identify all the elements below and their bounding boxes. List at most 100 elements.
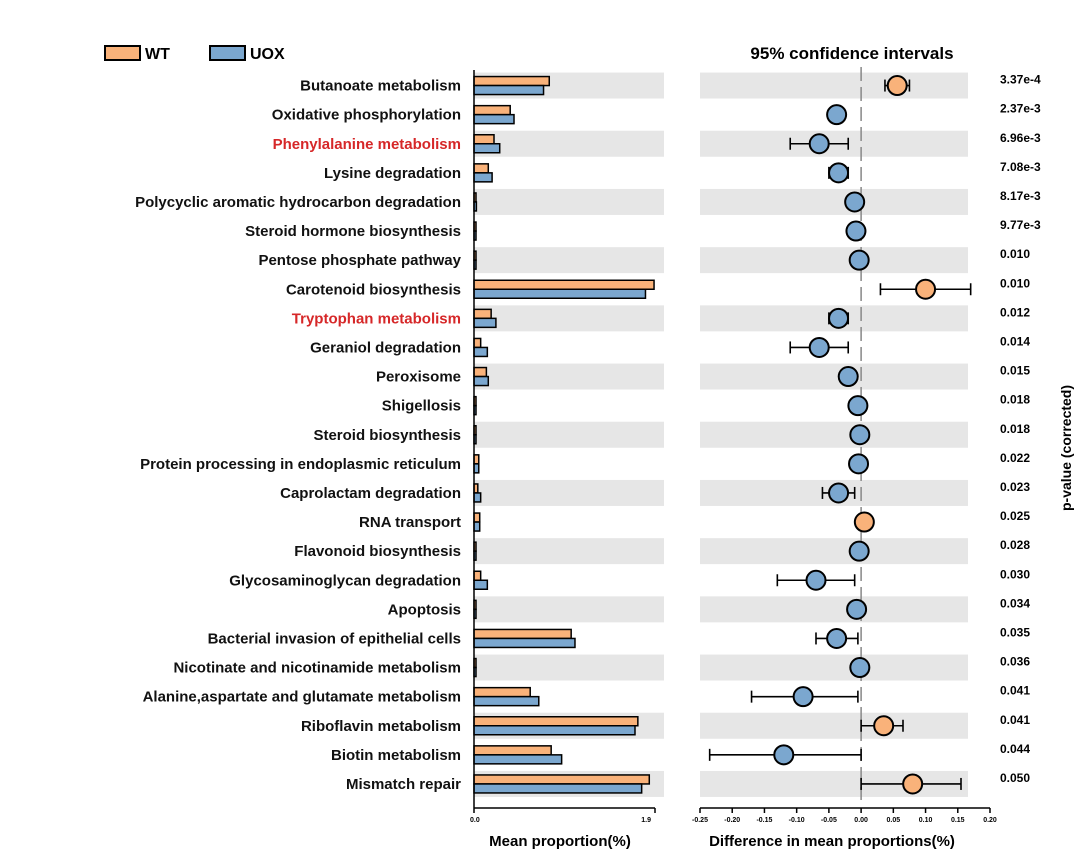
row-label: Butanoate metabolism	[300, 78, 461, 95]
row-label: Steroid hormone biosynthesis	[245, 223, 461, 240]
row-band-right	[700, 712, 968, 739]
right-x-axis-title: Difference in mean proportions(%)	[709, 833, 955, 850]
legend-wt-label: WT	[145, 46, 170, 63]
row-band-left	[474, 538, 664, 565]
p-value: 0.015	[1000, 364, 1030, 378]
diff-marker	[828, 307, 850, 329]
diff-marker	[792, 686, 814, 708]
diff-marker	[828, 162, 850, 184]
left-x-axis-title: Mean proportion(%)	[489, 833, 631, 850]
right-x-tick-label: -0.05	[821, 817, 837, 824]
bar-uox	[473, 143, 501, 154]
row-band-right	[700, 654, 968, 681]
diff-marker	[848, 453, 870, 475]
p-value: 0.036	[1000, 655, 1030, 669]
legend-wt-swatch	[104, 45, 141, 61]
row-label: Nicotinate and nicotinamide metabolism	[173, 660, 461, 677]
diff-marker	[828, 482, 850, 504]
row-band-right	[700, 72, 968, 99]
row-label: Riboflavin metabolism	[301, 718, 461, 735]
row-label: Peroxisome	[376, 369, 461, 386]
p-value-axis-title: p-value (corrected)	[1058, 385, 1074, 511]
right-x-tick-label: 0.10	[919, 817, 933, 824]
p-value: 0.030	[1000, 567, 1030, 581]
diff-marker	[846, 598, 868, 620]
p-value: 0.023	[1000, 480, 1030, 494]
row-band-right	[700, 188, 968, 215]
bar-uox	[473, 637, 576, 649]
left-x-tick-label: 0.0	[470, 817, 480, 824]
p-value: 0.025	[1000, 509, 1030, 523]
legend-uox-swatch	[209, 45, 246, 61]
diff-marker	[902, 773, 924, 795]
bar-uox	[473, 113, 515, 125]
bar-uox	[473, 521, 481, 532]
right-ci-panel	[708, 67, 972, 800]
row-band-right	[700, 596, 968, 623]
row-label: Lysine degradation	[324, 165, 461, 182]
row-label: Mismatch repair	[346, 776, 461, 793]
bar-wt	[473, 308, 492, 320]
row-label: Geraniol degradation	[310, 339, 461, 356]
p-value: 0.035	[1000, 625, 1030, 639]
bar-uox	[473, 579, 489, 590]
row-band-right	[700, 538, 968, 565]
right-x-tick-label: -0.25	[692, 817, 708, 824]
diff-marker	[844, 191, 866, 213]
diff-marker	[773, 744, 795, 766]
p-value: 8.17e-3	[1000, 189, 1041, 203]
diff-marker	[848, 540, 870, 562]
bar-wt	[473, 628, 572, 640]
bar-uox	[473, 725, 636, 736]
p-value: 0.010	[1000, 247, 1030, 261]
right-x-tick-label: 0.05	[887, 817, 901, 824]
bar-uox	[473, 695, 540, 707]
bar-wt	[473, 337, 482, 349]
row-label: Oxidative phosphorylation	[272, 107, 461, 124]
p-value: 0.050	[1000, 771, 1030, 785]
row-band-left	[474, 596, 664, 623]
row-label: Shigellosis	[382, 398, 461, 415]
bar-wt	[473, 686, 531, 698]
bar-wt	[473, 163, 490, 174]
p-value: 0.012	[1000, 305, 1030, 319]
diff-marker	[837, 366, 859, 388]
p-value: 9.77e-3	[1000, 218, 1041, 232]
p-value: 0.018	[1000, 422, 1030, 436]
bar-wt	[473, 570, 482, 581]
row-label: Carotenoid biosynthesis	[286, 281, 461, 298]
p-value: 3.37e-4	[1000, 73, 1041, 87]
row-label: Caprolactam degradation	[280, 485, 461, 502]
right-x-tick-label: 0.00	[854, 817, 868, 824]
row-label: Alanine,aspartate and glutamate metaboli…	[143, 689, 461, 706]
p-value: 0.022	[1000, 451, 1030, 465]
bar-wt	[473, 366, 488, 378]
row-label: Bacterial invasion of epithelial cells	[208, 630, 461, 647]
p-value: 0.018	[1000, 393, 1030, 407]
bar-uox	[473, 783, 643, 794]
row-label: Phenylalanine metabolism	[273, 136, 461, 153]
row-label: RNA transport	[359, 514, 461, 531]
diff-marker	[915, 278, 937, 300]
right-x-tick-label: 0.20	[983, 817, 997, 824]
p-values: 3.37e-4 2.37e-3 6.96e-3 7.08e-3 8.17e-3 9.77e…	[1000, 73, 1041, 785]
bar-wt	[473, 104, 511, 116]
bar-uox	[473, 375, 490, 387]
row-backgrounds	[474, 72, 968, 797]
row-band-left	[474, 654, 664, 681]
diff-marker	[886, 75, 908, 97]
right-x-tick-label: -0.10	[789, 817, 805, 824]
p-value: 0.041	[1000, 713, 1030, 727]
bar-wt	[473, 716, 639, 727]
row-label: Apoptosis	[388, 601, 461, 618]
diff-marker	[849, 657, 871, 679]
right-x-tick-label: -0.15	[756, 817, 772, 824]
diff-marker	[808, 336, 830, 358]
bar-wt	[473, 512, 481, 523]
bar-uox	[473, 288, 647, 299]
row-band-left	[474, 363, 664, 390]
p-value: 2.37e-3	[1000, 102, 1041, 116]
bar-uox	[473, 346, 489, 358]
diff-marker	[845, 220, 867, 242]
